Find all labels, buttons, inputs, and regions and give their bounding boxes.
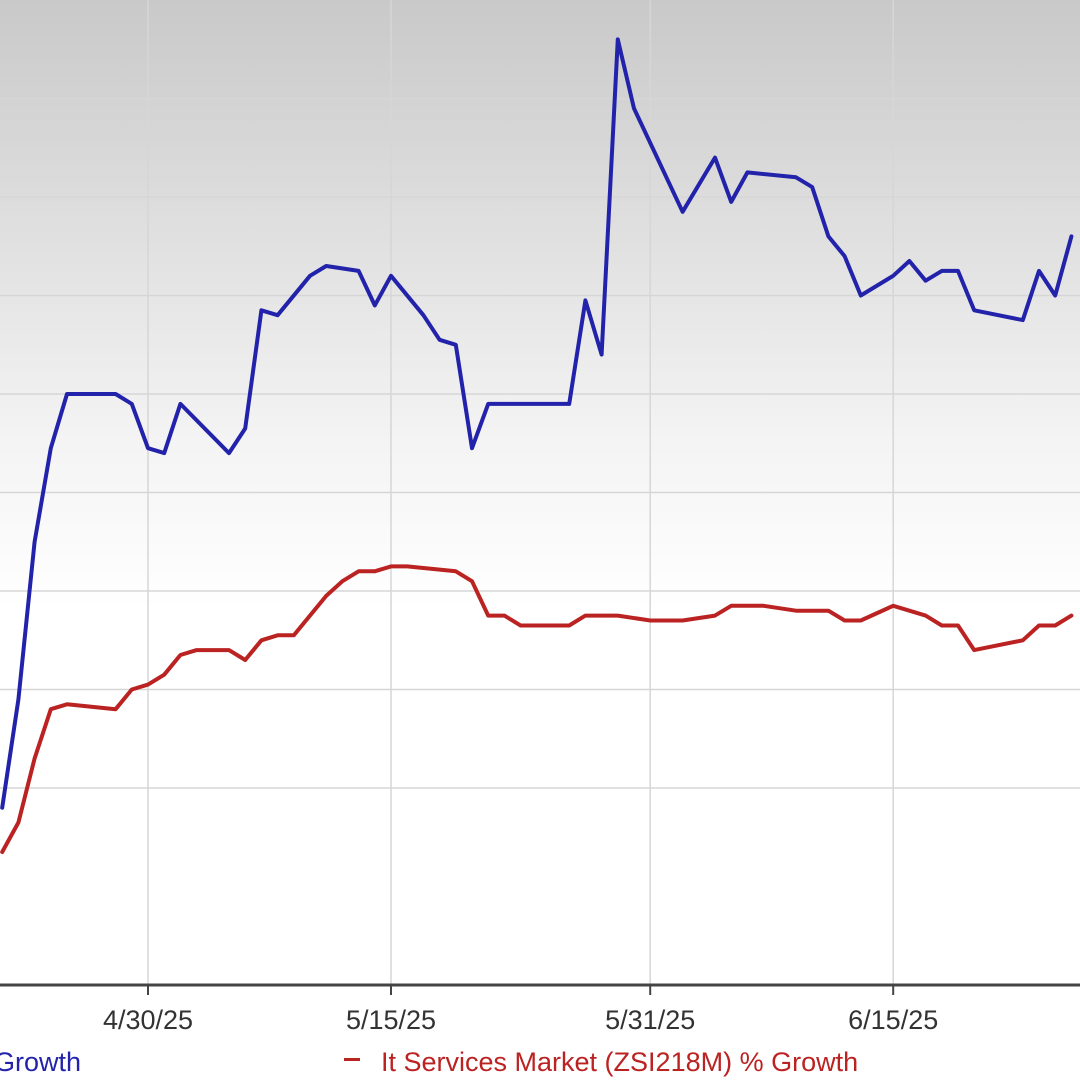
- grid-lines: [0, 0, 1080, 985]
- legend-label-growth: Growth: [0, 1047, 81, 1077]
- x-tick-label: 6/15/25: [848, 1005, 938, 1035]
- series-line-it-services: [0, 564, 1074, 854]
- x-tick-label: 4/30/25: [103, 1005, 193, 1035]
- series-lines: [0, 37, 1074, 854]
- legend-label-it-services: It Services Market (ZSI218M) % Growth: [381, 1047, 858, 1077]
- series-line-growth: [0, 37, 1074, 810]
- legend-swatch-it-services: [344, 1058, 360, 1061]
- x-axis-ticks: 4/30/25 5/15/25 5/31/25 6/15/25: [103, 985, 938, 1035]
- x-tick-label: 5/15/25: [346, 1005, 436, 1035]
- legend: Growth It Services Market (ZSI218M) % Gr…: [0, 1047, 858, 1077]
- x-tick-label: 5/31/25: [605, 1005, 695, 1035]
